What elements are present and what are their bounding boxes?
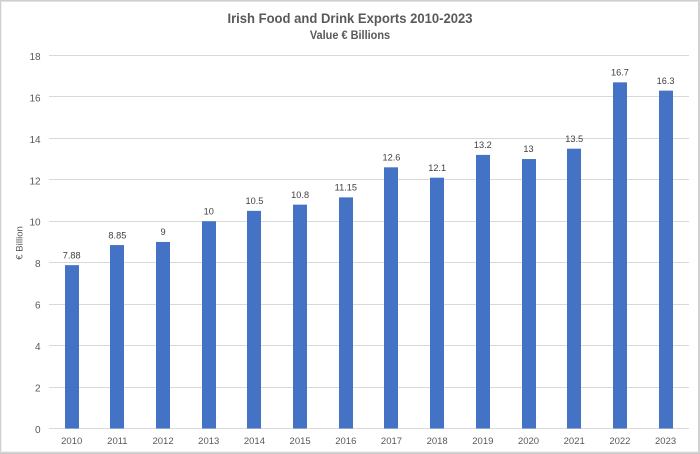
svg-text:2012: 2012: [152, 436, 173, 447]
svg-text:Irish Food and Drink Exports 2: Irish Food and Drink Exports 2010-2023: [227, 11, 472, 26]
svg-text:2022: 2022: [609, 436, 630, 447]
svg-text:0: 0: [35, 425, 41, 436]
svg-text:12.6: 12.6: [383, 153, 401, 163]
svg-text:2016: 2016: [335, 436, 356, 447]
svg-text:16.3: 16.3: [657, 76, 675, 86]
svg-text:2010: 2010: [61, 436, 82, 447]
svg-text:8.85: 8.85: [108, 230, 126, 240]
svg-text:12.1: 12.1: [428, 163, 446, 173]
svg-text:2021: 2021: [564, 436, 585, 447]
svg-text:6: 6: [35, 301, 41, 312]
svg-text:2017: 2017: [381, 436, 402, 447]
svg-text:2018: 2018: [427, 436, 448, 447]
svg-text:8: 8: [35, 259, 41, 270]
svg-text:13.2: 13.2: [474, 140, 492, 150]
svg-text:9: 9: [161, 227, 166, 237]
svg-text:4: 4: [35, 342, 41, 353]
svg-text:16.7: 16.7: [611, 68, 629, 78]
svg-text:2013: 2013: [198, 436, 219, 447]
svg-text:2019: 2019: [472, 436, 493, 447]
svg-text:2011: 2011: [107, 436, 127, 447]
svg-text:Value € Billions: Value € Billions: [310, 28, 390, 42]
svg-text:2023: 2023: [655, 436, 676, 447]
svg-text:13: 13: [523, 144, 533, 154]
svg-text:2020: 2020: [518, 436, 539, 447]
svg-text:16: 16: [29, 93, 41, 104]
svg-text:2: 2: [35, 384, 41, 395]
svg-text:10.5: 10.5: [245, 196, 263, 206]
svg-text:€ Billion: € Billion: [15, 226, 26, 260]
svg-text:11.15: 11.15: [335, 183, 357, 193]
svg-text:7.88: 7.88: [63, 250, 81, 260]
svg-text:18: 18: [29, 52, 41, 63]
svg-text:2015: 2015: [290, 436, 311, 447]
svg-text:10.8: 10.8: [291, 190, 309, 200]
svg-text:10: 10: [204, 206, 214, 216]
svg-text:14: 14: [29, 135, 41, 146]
svg-text:13.5: 13.5: [565, 134, 583, 144]
svg-text:2014: 2014: [244, 436, 265, 447]
svg-text:12: 12: [29, 176, 41, 187]
svg-text:10: 10: [29, 218, 41, 229]
